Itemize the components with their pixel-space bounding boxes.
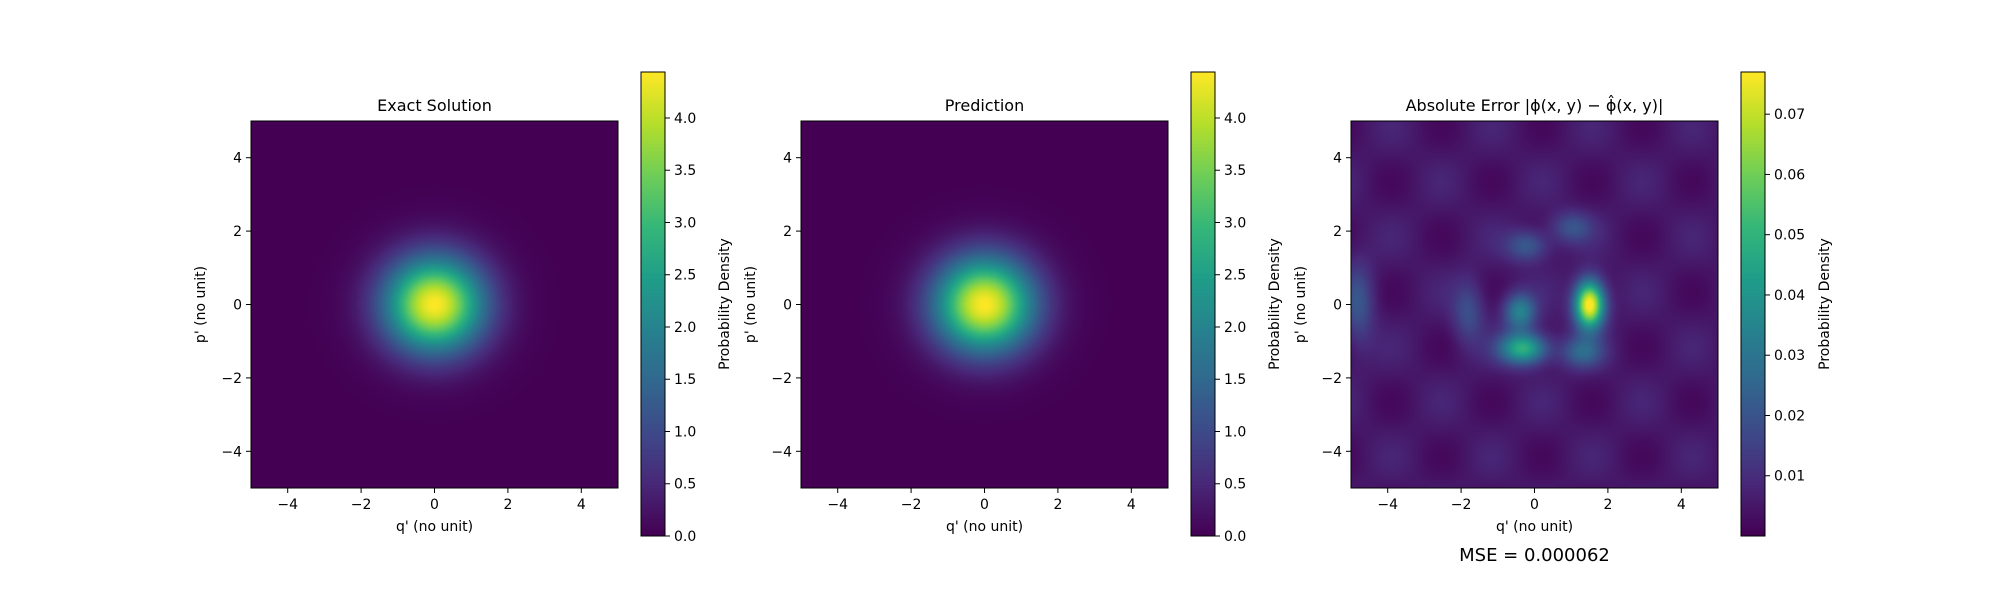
x-axis-label: q' (no unit) bbox=[946, 519, 1023, 535]
x-tick-label: 4 bbox=[1127, 497, 1136, 513]
x-tick-label: 2 bbox=[1053, 497, 1062, 513]
x-tick-label: −4 bbox=[827, 497, 848, 513]
x-tick-label: −4 bbox=[1377, 497, 1398, 513]
x-axis-label: q' (no unit) bbox=[396, 519, 473, 535]
colorbar-tick-label: 0.03 bbox=[1774, 348, 1805, 364]
colorbar-tick-label: 1.0 bbox=[674, 424, 696, 440]
heatmap-image bbox=[1351, 121, 1718, 488]
x-tick-label: 2 bbox=[1603, 497, 1612, 513]
y-tick-label: 4 bbox=[233, 151, 242, 167]
colorbar-frame bbox=[640, 71, 666, 537]
colorbar-gradient bbox=[641, 72, 665, 536]
colorbar-tick-label: 4.0 bbox=[1224, 111, 1246, 127]
panels: Exact Solution −4 −2 0 2 4 −4 −2 0 2 4 q' (no unit)… bbox=[193, 71, 1833, 566]
y-tick-label: 2 bbox=[233, 224, 242, 240]
y-tick-label: −2 bbox=[771, 371, 792, 387]
colorbar-tick-label: 0.5 bbox=[1224, 477, 1246, 493]
x-tick-label: 2 bbox=[503, 497, 512, 513]
y-axis-label: p' (no unit) bbox=[193, 266, 209, 343]
colorbar-tick-label: 0.06 bbox=[1774, 167, 1805, 183]
colorbar-label: Probability Density bbox=[1267, 238, 1283, 370]
colorbar-frame bbox=[1740, 71, 1766, 537]
colorbar-label: Probability Density bbox=[1817, 238, 1833, 370]
y-tick-label: −4 bbox=[1321, 444, 1342, 460]
y-axis-label: p' (no unit) bbox=[743, 266, 759, 343]
colorbar-gradient bbox=[1191, 72, 1215, 536]
x-tick-label: 0 bbox=[980, 497, 989, 513]
colorbar-tick-label: 2.0 bbox=[674, 320, 696, 336]
y-axis-label: p' (no unit) bbox=[1293, 266, 1309, 343]
colorbar-tick-label: 0.05 bbox=[1774, 228, 1805, 244]
y-tick-label: −4 bbox=[771, 444, 792, 460]
chart-title: Prediction bbox=[945, 96, 1024, 115]
colorbar-gradient bbox=[1741, 72, 1765, 536]
x-tick-label: 0 bbox=[430, 497, 439, 513]
colorbar: 0.0 0.5 1.0 1.5 2.0 2.5 3.0 3.5 4.0 Probability D… bbox=[1190, 71, 1283, 545]
colorbar-tick-label: 3.5 bbox=[674, 163, 696, 179]
colorbar: 0.01 0.02 0.03 0.04 0.05 0.06 0.07 Probability … bbox=[1740, 71, 1833, 537]
x-axis-label: q' (no unit) bbox=[1496, 519, 1573, 535]
y-tick-label: 2 bbox=[783, 224, 792, 240]
colorbar-tick-label: 3.5 bbox=[1224, 163, 1246, 179]
y-tick-label: 4 bbox=[1333, 151, 1342, 167]
colorbar-tick-label: 1.5 bbox=[1224, 372, 1246, 388]
colorbar-tick-label: 0.02 bbox=[1774, 408, 1805, 424]
y-tick-label: 0 bbox=[233, 298, 242, 314]
y-tick-label: −2 bbox=[221, 371, 242, 387]
colorbar-tick-label: 3.0 bbox=[1224, 215, 1246, 231]
mse-annotation: MSE = 0.000062 bbox=[1459, 545, 1610, 566]
colorbar-tick-label: 0.0 bbox=[674, 529, 696, 545]
x-tick-label: −2 bbox=[351, 497, 372, 513]
colorbar-tick-label: 0.0 bbox=[1224, 529, 1246, 545]
colorbar-tick-label: 3.0 bbox=[674, 215, 696, 231]
x-tick-label: −2 bbox=[901, 497, 922, 513]
y-tick-label: −4 bbox=[221, 444, 242, 460]
x-tick-label: −4 bbox=[277, 497, 298, 513]
colorbar: 0.0 0.5 1.0 1.5 2.0 2.5 3.0 3.5 4.0 Probability D… bbox=[640, 71, 733, 545]
chart-panel-1: Exact Solution −4 −2 0 2 4 −4 −2 0 2 4 q' (no unit)… bbox=[193, 71, 733, 545]
colorbar-label: Probability Density bbox=[717, 238, 733, 370]
y-tick-label: 2 bbox=[1333, 224, 1342, 240]
colorbar-tick-label: 0.01 bbox=[1774, 469, 1805, 485]
x-tick-label: −2 bbox=[1451, 497, 1472, 513]
colorbar-tick-label: 2.5 bbox=[1224, 268, 1246, 284]
chart-panel-3: Absolute Error |ϕ(x, y) − ϕ̂(x, y)| −4 −2 0… bbox=[1293, 71, 1833, 566]
colorbar-tick-label: 1.0 bbox=[1224, 424, 1246, 440]
colorbar-tick-label: 0.07 bbox=[1774, 107, 1805, 123]
colorbar-frame bbox=[1190, 71, 1216, 537]
x-tick-label: 0 bbox=[1530, 497, 1539, 513]
y-tick-label: −2 bbox=[1321, 371, 1342, 387]
colorbar-tick-label: 2.0 bbox=[1224, 320, 1246, 336]
chart-panel-2: Prediction −4 −2 0 2 4 −4 −2 0 2 4 q' (no unit) p' (… bbox=[743, 71, 1283, 545]
colorbar-tick-label: 2.5 bbox=[674, 268, 696, 284]
heatmap-image bbox=[251, 121, 618, 488]
colorbar-tick-label: 0.5 bbox=[674, 477, 696, 493]
heatmap-image bbox=[801, 121, 1168, 488]
y-tick-label: 0 bbox=[783, 298, 792, 314]
x-tick-label: 4 bbox=[577, 497, 586, 513]
y-tick-label: 4 bbox=[783, 151, 792, 167]
y-tick-label: 0 bbox=[1333, 298, 1342, 314]
colorbar-tick-label: 4.0 bbox=[674, 111, 696, 127]
colorbar-tick-label: 0.04 bbox=[1774, 288, 1805, 304]
chart-title: Absolute Error |ϕ(x, y) − ϕ̂(x, y)| bbox=[1406, 95, 1664, 115]
chart-title: Exact Solution bbox=[377, 96, 492, 115]
x-tick-label: 4 bbox=[1677, 497, 1686, 513]
colorbar-tick-label: 1.5 bbox=[674, 372, 696, 388]
